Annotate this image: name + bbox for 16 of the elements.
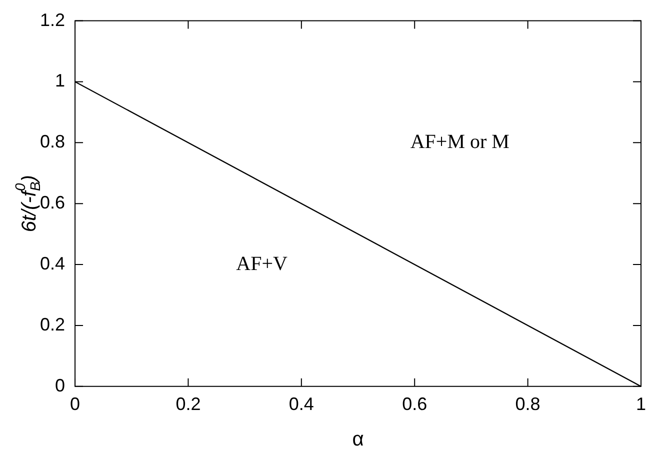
x-tick-label: 0.4 [288,394,314,414]
x-tick-label: 0.2 [176,394,201,414]
y-tick-label: 0.4 [40,254,66,274]
y-tick-label: 0.2 [40,314,66,334]
x-tick-label: 0.8 [515,394,540,414]
y-tick-label: 0.8 [40,132,66,152]
y-tick-label: 1.2 [40,10,66,30]
x-tick-label: 1 [636,394,646,414]
x-tick-label: 0 [70,394,80,414]
annotation: AF+V [236,252,288,275]
y-tick-label: 1 [55,70,66,91]
annotation: AF+M or M [410,130,510,153]
y-tick-label: 0 [55,375,66,396]
y-tick-label: 0.6 [40,192,66,213]
x-axis-title: α [352,428,364,451]
x-tick-label: 0.6 [402,394,428,414]
